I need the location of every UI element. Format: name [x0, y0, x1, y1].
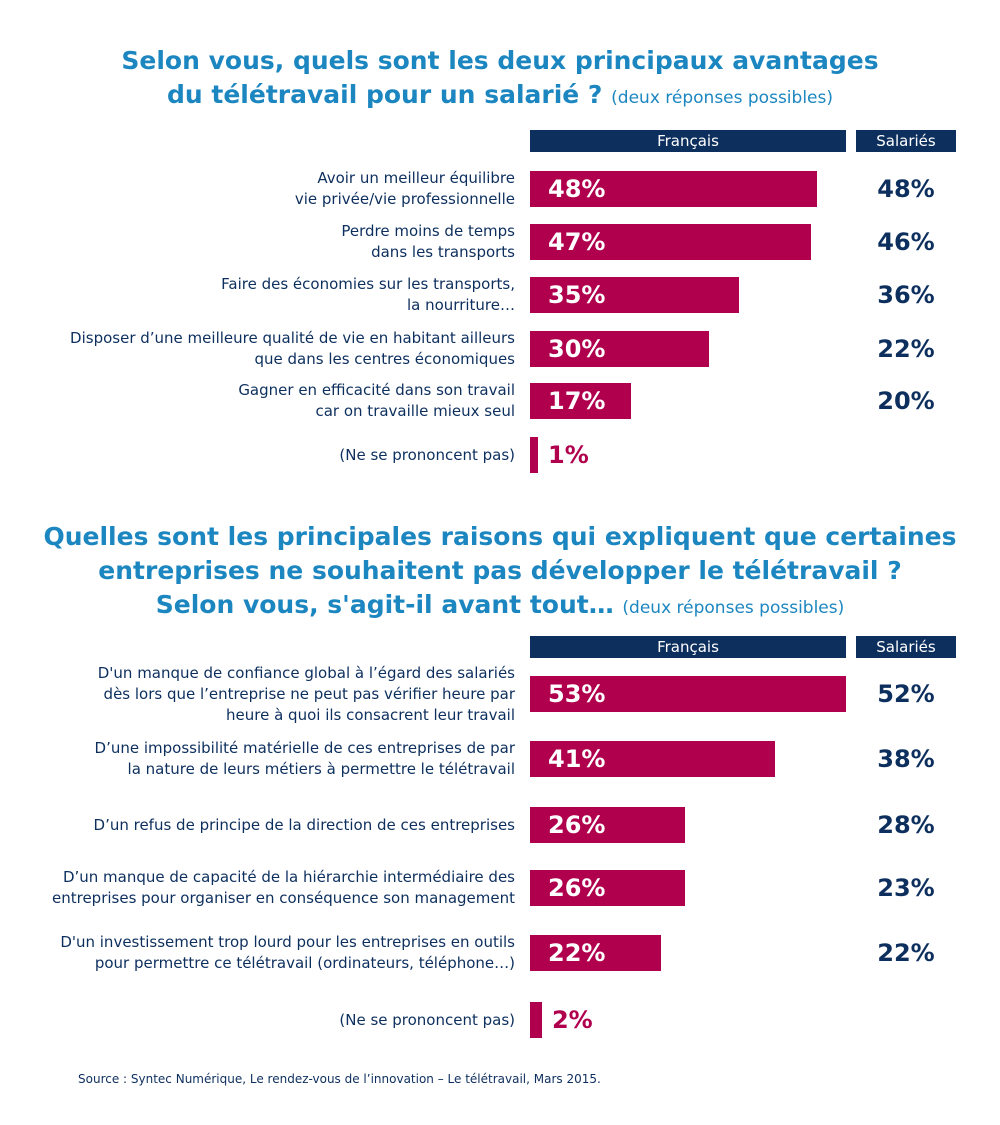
chart2-note: (deux réponses possibles) — [622, 598, 845, 618]
chart2-category-label-line: D’un manque de capacité de la hiérarchie… — [62, 868, 515, 886]
chart2-category-label-line: D'un manque de confiance global à l’égar… — [97, 663, 515, 682]
chart2-category-label: D’une impossibilité matérielle de ces en… — [35, 738, 515, 780]
chart2-category-label-line: D’une impossibilité matérielle de ces en… — [94, 739, 515, 757]
chart2-bar-francais — [530, 676, 847, 712]
chart1-note: (deux réponses possibles) — [611, 88, 833, 108]
chart1-area: Avoir un meilleur équilibre vie privée/vi… — [0, 0, 1000, 500]
chart1-category-label-line: (Ne se prononcent pas) — [339, 445, 515, 464]
chart2-category-label-line: dès lors que l’entreprise ne peut pas vé… — [103, 684, 515, 703]
chart1-bar-value-label: 47% — [548, 228, 606, 256]
chart1-title: Selon vous, quels sont les deux principa… — [0, 44, 1000, 115]
chart2-bar-value-label: 2% — [551, 1006, 593, 1034]
chart1-category-label: Avoir un meilleur équilibre vie privée/vi… — [35, 168, 515, 210]
chart2-category-label-line: D'un investissement trop lourd pour les … — [60, 933, 515, 951]
chart2-bar-value-label: 26% — [548, 874, 606, 902]
chart1-category-label-line: Disposer d’une meilleure qualité de vie … — [70, 329, 515, 347]
chart1-col-francais: Français — [530, 130, 846, 152]
chart2-title-line3-text: Selon vous, s'agit-il avant tout… — [155, 590, 614, 619]
chart1-salaries-value: 22% — [877, 335, 935, 363]
chart2-category-label-line: la nature de leurs métiers à permettre l… — [127, 760, 515, 778]
chart2-category-label-line: heure à quoi ils consacrent leur travail — [226, 705, 515, 724]
chart1-bar-value-label: 17% — [548, 387, 606, 415]
chart1-category-label-line: Gagner en efficacité dans son travail — [238, 381, 515, 399]
chart2-salaries-value: 28% — [877, 811, 935, 839]
chart1-category-label: Perdre moins de temps dans les transports — [35, 221, 515, 263]
chart1-category-label-line: Avoir un meilleur équilibre — [317, 169, 515, 187]
chart1-title-line1: Selon vous, quels sont les deux principa… — [121, 46, 879, 75]
chart1-category-label-line: Perdre moins de temps — [341, 222, 515, 240]
chart2-salaries-value: 52% — [877, 680, 935, 708]
chart1-category-label-line: que dans les centres économiques — [254, 350, 515, 368]
chart2-bar-value-label: 53% — [548, 680, 606, 708]
chart1-title-line2: du télétravail pour un salarié ? (deux r… — [0, 78, 1000, 115]
chart1-category-label-line: dans les transports — [371, 243, 515, 261]
chart1-category-label: (Ne se prononcent pas) — [35, 445, 515, 466]
chart2-title: Quelles sont les principales raisons qui… — [0, 520, 1000, 625]
chart1-category-label-line: la nourriture… — [406, 296, 515, 314]
chart1-bar-francais — [530, 277, 739, 313]
chart1-category-label: Disposer d’une meilleure qualité de vie … — [35, 328, 515, 370]
chart1-bar-francais — [530, 331, 710, 367]
chart2-bar-francais — [530, 741, 775, 777]
chart1-bar-value-label: 1% — [548, 441, 589, 469]
source-note: Source : Syntec Numérique, Le rendez-vou… — [78, 1072, 601, 1086]
chart2-category-label-line: (Ne se prononcent pas) — [339, 1010, 515, 1029]
chart2-salaries-value: 23% — [877, 874, 935, 902]
chart2-salaries-value: 22% — [877, 939, 935, 967]
chart1-salaries-value: 36% — [877, 281, 935, 309]
chart1-salaries-value: 48% — [877, 175, 935, 203]
chart1-salaries-value: 46% — [877, 228, 935, 256]
chart1-bar-value-label: 35% — [548, 281, 606, 309]
chart2-title-line2: entreprises ne souhaitent pas développer… — [98, 556, 902, 585]
chart2-category-label: D’un refus de principe de la direction d… — [35, 815, 515, 836]
chart2-bar-value-label: 41% — [548, 745, 606, 773]
chart2-title-line3: Selon vous, s'agit-il avant tout… (deux … — [0, 588, 1000, 625]
chart2-category-label-line: D’un refus de principe de la direction d… — [93, 815, 515, 834]
chart2-category-label: D'un manque de confiance global à l’égar… — [35, 663, 515, 726]
chart1-salaries-value: 20% — [877, 387, 935, 415]
chart1-category-label-line: vie privée/vie professionnelle — [294, 190, 515, 208]
chart1-category-label: Gagner en efficacité dans son travail car… — [35, 380, 515, 422]
chart1-category-label-line: Faire des économies sur les transports, — [221, 275, 515, 293]
chart2-category-label-line: pour permettre ce télétravail (ordinateu… — [94, 954, 515, 972]
chart2-bar-francais — [530, 870, 686, 906]
chart1-title-line2-text: du télétravail pour un salarié ? — [167, 80, 603, 109]
chart2-bar-value-label: 22% — [548, 939, 606, 967]
chart1-category-label: Faire des économies sur les transports, l… — [35, 274, 515, 316]
chart1-bar-value-label: 48% — [548, 175, 606, 203]
chart1-col-salaries: Salariés — [856, 130, 956, 152]
chart2-category-label: (Ne se prononcent pas) — [35, 1010, 515, 1031]
chart2-bar-value-label: 26% — [548, 811, 606, 839]
chart2-bar-francais — [530, 1002, 542, 1038]
chart2-col-salaries: Salariés — [856, 636, 956, 658]
chart2-col-francais: Français — [530, 636, 846, 658]
chart2-category-label-line: entreprises pour organiser en conséquenc… — [52, 889, 515, 907]
chart2-category-label: D'un investissement trop lourd pour les … — [35, 932, 515, 974]
chart1-bar-francais — [530, 437, 538, 473]
chart1-bar-value-label: 30% — [548, 335, 606, 363]
chart1-bar-francais — [530, 171, 817, 207]
chart2-title-line1: Quelles sont les principales raisons qui… — [43, 522, 957, 551]
chart1-bar-francais — [530, 224, 811, 260]
chart2-bar-francais — [530, 807, 686, 843]
chart2-salaries-value: 38% — [877, 745, 935, 773]
chart2-bar-francais — [530, 935, 662, 971]
chart2-category-label: D’un manque de capacité de la hiérarchie… — [35, 867, 515, 909]
chart1-bar-francais — [530, 383, 632, 419]
chart1-category-label-line: car on travaille mieux seul — [315, 402, 515, 420]
